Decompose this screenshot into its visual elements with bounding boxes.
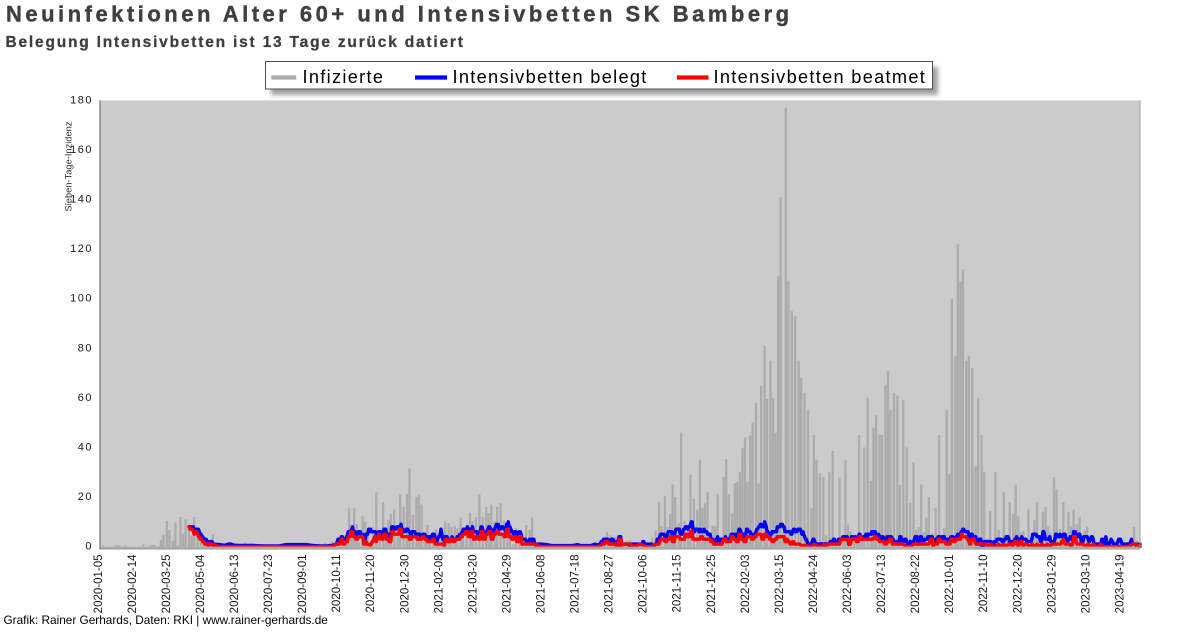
svg-text:Belegung Intensivbetten ist 13: Belegung Intensivbetten ist 13 Tage zurü… (6, 34, 465, 51)
svg-text:2023-01-29: 2023-01-29 (1046, 555, 1058, 614)
svg-text:2021-02-08: 2021-02-08 (433, 555, 445, 614)
svg-text:2022-12-20: 2022-12-20 (1012, 555, 1024, 614)
svg-text:2020-05-04: 2020-05-04 (195, 554, 207, 613)
svg-text:Neuinfektionen Alter 60+ und I: Neuinfektionen Alter 60+ und Intensivbet… (6, 2, 793, 27)
svg-text:0: 0 (85, 541, 93, 553)
svg-text:2021-11-15: 2021-11-15 (672, 555, 684, 613)
svg-text:2022-04-24: 2022-04-24 (808, 554, 820, 613)
svg-text:2020-11-20: 2020-11-20 (365, 555, 377, 613)
svg-text:2020-01-05: 2020-01-05 (93, 555, 105, 614)
svg-text:2020-06-13: 2020-06-13 (229, 555, 241, 614)
svg-text:80: 80 (78, 342, 93, 354)
svg-text:120: 120 (70, 243, 93, 255)
svg-text:2021-12-25: 2021-12-25 (706, 555, 718, 614)
svg-text:180: 180 (70, 94, 93, 106)
svg-text:2020-03-25: 2020-03-25 (161, 555, 173, 614)
svg-text:40: 40 (78, 441, 93, 453)
svg-text:Grafik: Rainer Gerhards, Daten: Grafik: Rainer Gerhards, Daten: RKI | ww… (4, 613, 329, 627)
svg-text:2020-12-30: 2020-12-30 (399, 555, 411, 614)
svg-text:2021-06-08: 2021-06-08 (536, 555, 548, 614)
svg-text:2021-08-27: 2021-08-27 (604, 555, 616, 614)
svg-text:2022-06-03: 2022-06-03 (842, 555, 854, 614)
svg-text:60: 60 (78, 392, 93, 404)
svg-text:2022-08-22: 2022-08-22 (910, 555, 922, 614)
svg-text:2020-07-23: 2020-07-23 (263, 555, 275, 614)
svg-text:2020-10-11: 2020-10-11 (331, 555, 343, 613)
svg-text:Intensivbetten belegt: Intensivbetten belegt (453, 67, 648, 87)
svg-text:2021-10-06: 2021-10-06 (638, 555, 650, 614)
svg-text:2023-03-10: 2023-03-10 (1080, 555, 1092, 614)
svg-text:2020-02-14: 2020-02-14 (127, 554, 139, 613)
svg-text:2022-03-15: 2022-03-15 (774, 555, 786, 614)
svg-text:2021-07-18: 2021-07-18 (570, 555, 582, 614)
svg-text:2023-04-19: 2023-04-19 (1114, 555, 1126, 614)
svg-text:Infizierte: Infizierte (303, 67, 385, 87)
svg-text:2020-09-01: 2020-09-01 (297, 555, 309, 614)
svg-text:2022-11-10: 2022-11-10 (978, 555, 990, 613)
svg-text:Sieben-Tage-Inzidenz: Sieben-Tage-Inzidenz (64, 121, 74, 211)
svg-text:20: 20 (78, 491, 93, 503)
svg-text:2022-10-01: 2022-10-01 (944, 555, 956, 614)
svg-text:100: 100 (70, 293, 93, 305)
svg-text:2022-02-03: 2022-02-03 (740, 555, 752, 614)
svg-text:2022-07-13: 2022-07-13 (876, 555, 888, 614)
svg-text:160: 160 (70, 144, 93, 156)
svg-text:2021-03-20: 2021-03-20 (467, 555, 479, 614)
svg-text:Intensivbetten beatmet: Intensivbetten beatmet (714, 67, 927, 87)
svg-text:140: 140 (70, 194, 93, 206)
svg-text:2021-04-29: 2021-04-29 (501, 555, 513, 614)
